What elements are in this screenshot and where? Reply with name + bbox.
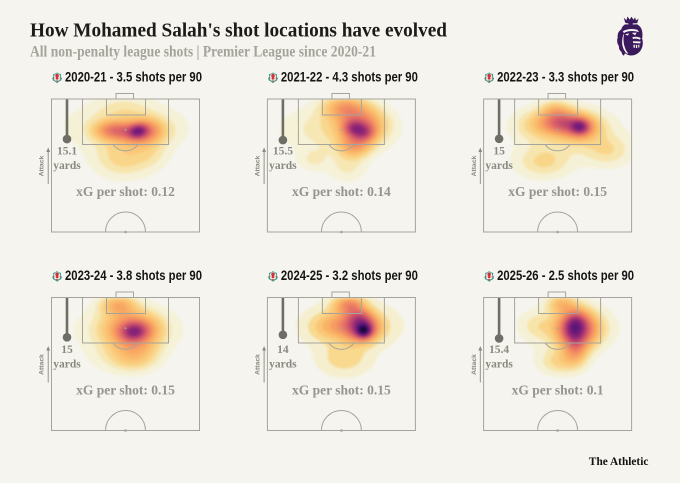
svg-text:2023-24 - 3.8 shots per 90: 2023-24 - 3.8 shots per 90 [65, 267, 202, 283]
svg-text:15: 15 [493, 146, 505, 158]
svg-text:15.4: 15.4 [489, 344, 509, 356]
svg-text:xG per shot: 0.15: xG per shot: 0.15 [292, 383, 391, 398]
svg-text:2020-21 - 3.5 shots per 90: 2020-21 - 3.5 shots per 90 [65, 68, 202, 84]
svg-text:Attack: Attack [471, 354, 478, 375]
svg-text:2024-25 - 3.2 shots per 90: 2024-25 - 3.2 shots per 90 [281, 267, 418, 283]
svg-text:Attack: Attack [255, 155, 262, 176]
svg-text:Attack: Attack [39, 155, 46, 176]
svg-text:yards: yards [485, 359, 513, 371]
svg-text:2021-22 - 4.3 shots per 90: 2021-22 - 4.3 shots per 90 [281, 68, 418, 84]
svg-text:xG per shot: 0.14: xG per shot: 0.14 [292, 184, 391, 199]
svg-text:xG per shot: 0.15: xG per shot: 0.15 [508, 184, 607, 199]
svg-text:yards: yards [269, 359, 297, 371]
svg-text:15.5: 15.5 [273, 146, 293, 158]
svg-text:Attack: Attack [39, 354, 46, 375]
svg-text:xG per shot: 0.15: xG per shot: 0.15 [76, 383, 175, 398]
svg-text:xG per shot: 0.1: xG per shot: 0.1 [512, 383, 604, 398]
svg-text:All non-penalty league shots |: All non-penalty league shots | Premier L… [30, 43, 376, 60]
svg-text:2025-26 - 2.5 shots per 90: 2025-26 - 2.5 shots per 90 [497, 267, 634, 283]
svg-text:yards: yards [53, 160, 81, 172]
svg-text:2022-23 - 3.3 shots per 90: 2022-23 - 3.3 shots per 90 [497, 68, 634, 84]
svg-text:15: 15 [61, 344, 73, 356]
svg-text:yards: yards [485, 160, 513, 172]
svg-text:14: 14 [277, 344, 289, 356]
svg-text:Attack: Attack [255, 354, 262, 375]
svg-text:How Mohamed Salah's shot locat: How Mohamed Salah's shot locations have … [30, 19, 447, 41]
svg-text:Attack: Attack [471, 155, 478, 176]
svg-text:The Athletic: The Athletic [589, 456, 649, 468]
svg-text:yards: yards [53, 359, 81, 371]
svg-text:15.1: 15.1 [57, 146, 77, 158]
svg-text:xG per shot: 0.12: xG per shot: 0.12 [76, 184, 175, 199]
svg-text:yards: yards [269, 160, 297, 172]
